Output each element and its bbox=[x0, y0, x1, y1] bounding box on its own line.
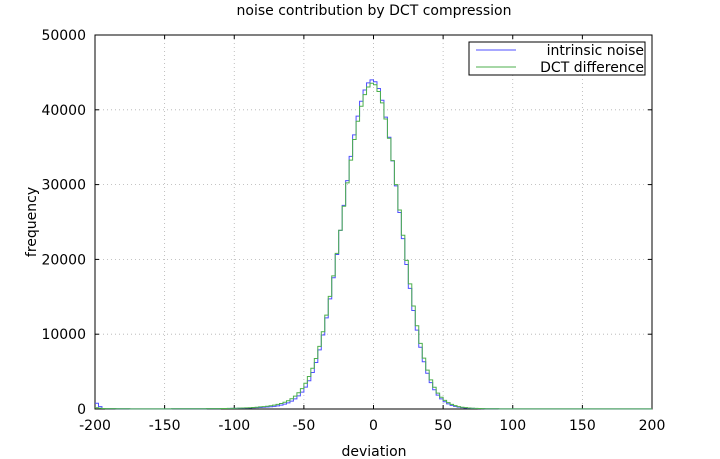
series-layer bbox=[95, 79, 652, 410]
x-tick-label: 150 bbox=[569, 418, 596, 434]
series-line-dct-difference bbox=[95, 82, 652, 410]
x-tick-label: -200 bbox=[79, 418, 111, 434]
legend-label-intrinsic-noise: intrinsic noise bbox=[547, 43, 644, 59]
x-tick-label: -100 bbox=[218, 418, 250, 434]
y-tick-label: 50000 bbox=[41, 28, 86, 44]
y-tick-label: 0 bbox=[77, 402, 86, 418]
legend: intrinsic noise DCT difference bbox=[468, 41, 646, 76]
x-tick-label: 200 bbox=[639, 418, 666, 434]
x-tick-label: 100 bbox=[499, 418, 526, 434]
y-tick-label: 10000 bbox=[41, 327, 86, 343]
legend-box bbox=[468, 41, 646, 76]
x-tick-label: -50 bbox=[292, 418, 315, 434]
y-tick-label: 20000 bbox=[41, 252, 86, 268]
x-tick-label: 50 bbox=[434, 418, 452, 434]
grid-layer bbox=[95, 35, 652, 409]
tick-layer: -200 -150 -100 -50 0 50 100 150 200 0 10000 20000 30… bbox=[41, 28, 665, 434]
x-axis-label: deviation bbox=[341, 444, 406, 459]
x-tick-label: -150 bbox=[149, 418, 181, 434]
y-axis-label: frequency bbox=[24, 187, 40, 257]
legend-label-dct-difference: DCT difference bbox=[540, 60, 644, 76]
chart-title: noise contribution by DCT compression bbox=[237, 3, 512, 19]
x-tick-label: 0 bbox=[369, 418, 378, 434]
y-tick-label: 40000 bbox=[41, 103, 86, 119]
y-tick-label: 30000 bbox=[41, 178, 86, 194]
